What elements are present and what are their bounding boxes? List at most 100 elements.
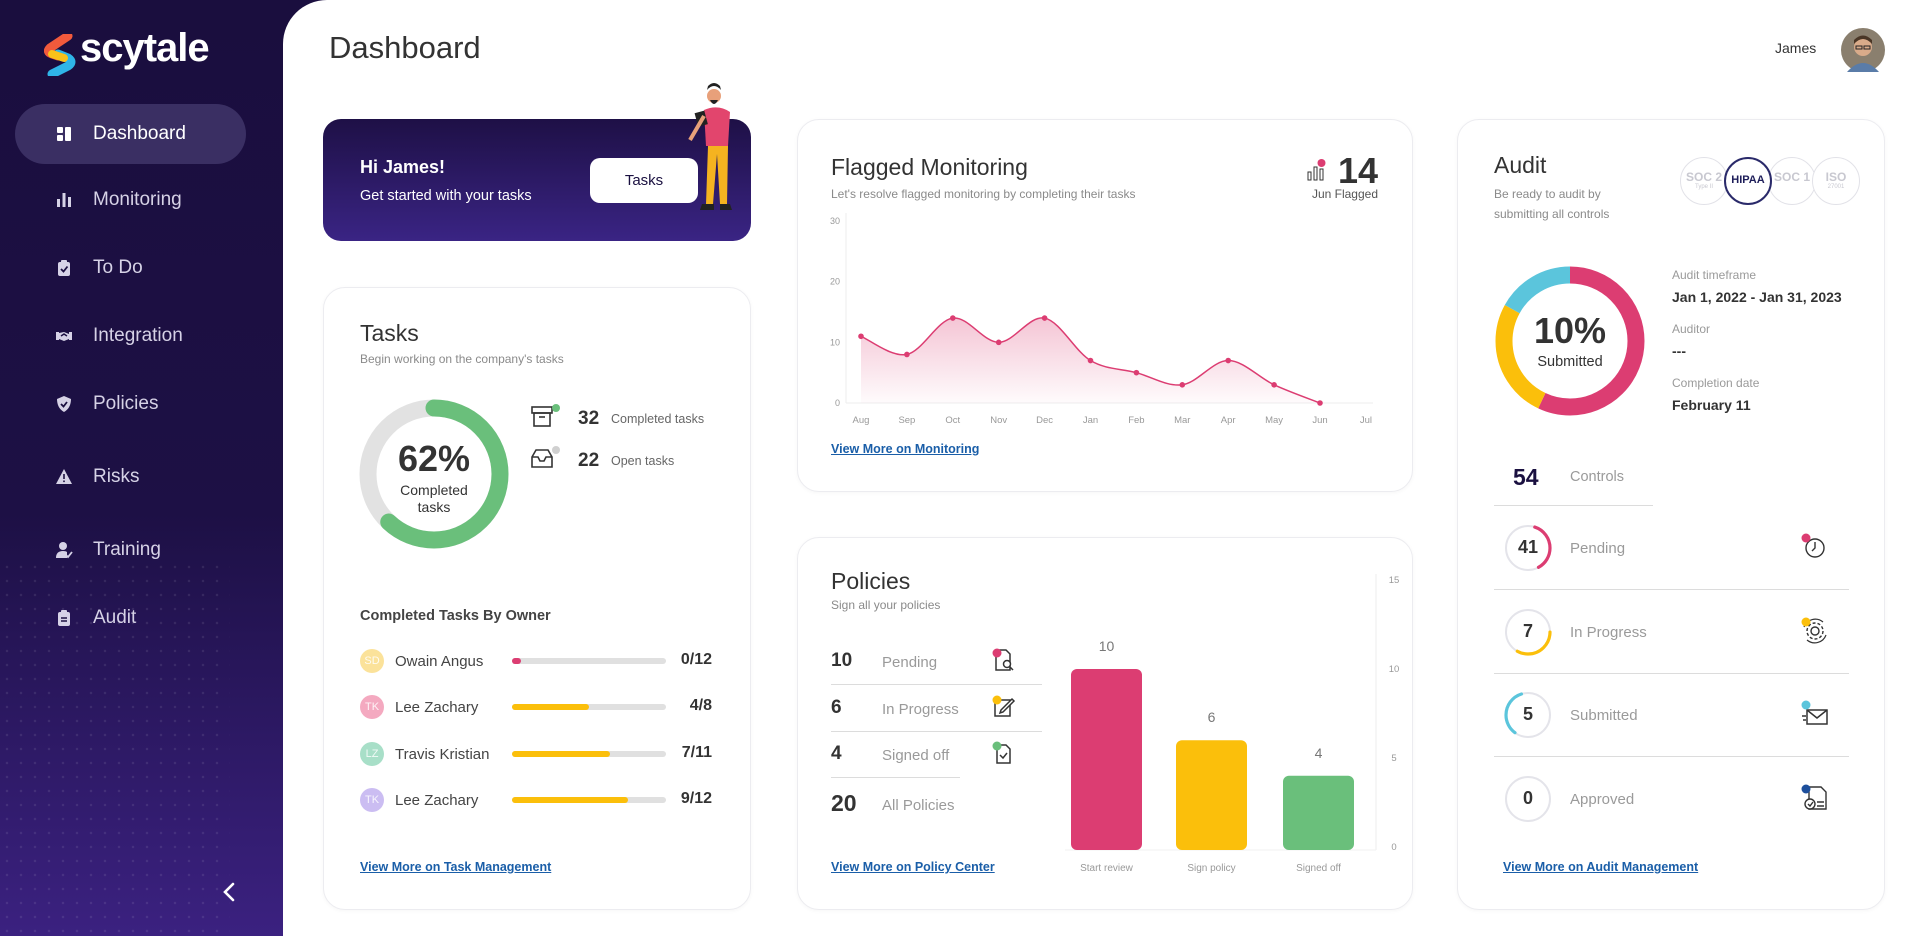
sidebar-item-audit[interactable]: Audit [15, 588, 246, 648]
task-stat-value: 32 [578, 408, 600, 429]
control-status-ring [1504, 524, 1552, 572]
bar-signed-off[interactable] [1283, 775, 1354, 850]
avatar[interactable] [1841, 28, 1885, 72]
data-point[interactable] [950, 315, 956, 321]
data-point[interactable] [1271, 382, 1277, 388]
divider [1494, 756, 1849, 758]
badge-label: SOC 2 [1685, 170, 1722, 184]
divider [831, 730, 1042, 732]
x-tick-label: Dec [1036, 415, 1053, 426]
x-tick-label: Start review [1080, 863, 1134, 874]
x-tick-label: Signed off [1296, 863, 1341, 874]
owner-name: Travis Kristian [395, 745, 490, 763]
y-tick-label: 0 [1391, 842, 1396, 853]
x-tick-label: Aug [853, 415, 870, 426]
audit-card [1457, 119, 1885, 910]
clipboard-check-icon [58, 260, 70, 276]
brand-name: scytale [80, 26, 210, 70]
bar-start-review[interactable] [1071, 669, 1142, 850]
badge-label: ISO [1825, 170, 1847, 184]
control-status-ring [1504, 691, 1552, 739]
control-count: 41 [1517, 537, 1539, 557]
sidebar-item-integration[interactable]: Integration [15, 306, 246, 366]
bar-sign-policy[interactable] [1176, 740, 1247, 850]
sidebar-item-policies[interactable]: Policies [15, 374, 246, 434]
bar-value-label: 6 [1208, 709, 1216, 725]
audit-center-label: Submitted [1537, 354, 1603, 370]
greeting: Hi James! [360, 157, 446, 177]
y-tick-label: 5 [1391, 753, 1396, 764]
tasks-title: Tasks [360, 320, 419, 346]
user-name[interactable]: James [1775, 40, 1817, 56]
policy-center-link[interactable]: View More on Policy Center [831, 860, 995, 874]
monitoring-link[interactable]: View More on Monitoring [831, 442, 980, 456]
control-count: 0 [1522, 788, 1533, 809]
audit-management-link[interactable]: View More on Audit Management [1503, 860, 1699, 874]
control-count: 7 [1522, 620, 1533, 641]
shield-check-icon [57, 396, 71, 412]
data-point[interactable] [858, 333, 864, 340]
owner-name: Owain Angus [395, 653, 484, 670]
y-tick-label: 0 [835, 398, 840, 408]
x-tick-label: Oct [945, 415, 960, 426]
scytale-logo-icon [44, 34, 76, 76]
audit-info-label: Completion date [1672, 376, 1760, 390]
policy-count: 4 [831, 743, 842, 764]
clock-alert-icon [1801, 533, 1825, 558]
x-tick-label: Apr [1221, 415, 1236, 426]
chevron-left-icon[interactable] [220, 882, 238, 902]
owner-value: 7/11 [681, 743, 712, 761]
owner-progress-bar [512, 658, 666, 664]
data-point[interactable] [1317, 400, 1323, 406]
dot-pattern [0, 560, 230, 936]
data-point[interactable] [1225, 357, 1231, 364]
tasks-donut-chart [359, 399, 509, 549]
gear-sync-icon [1801, 617, 1827, 644]
x-tick-label: Nov [990, 415, 1007, 426]
data-point[interactable] [995, 339, 1002, 346]
audit-info-label: Audit timeframe [1672, 268, 1757, 282]
data-point[interactable] [1133, 369, 1140, 376]
task-stat-label: Completed tasks [611, 412, 705, 426]
control-status-arc [1504, 608, 1552, 656]
tasks-button[interactable]: Tasks [590, 158, 698, 203]
y-tick-label: 15 [1389, 575, 1400, 586]
x-tick-label: Sep [898, 415, 915, 426]
sidebar-item-label: Policies [93, 393, 159, 414]
certification-badge: HIPAA [1724, 157, 1772, 205]
owner-value: 4/8 [689, 697, 712, 715]
data-point[interactable] [904, 351, 910, 358]
x-tick-label: Jan [1083, 415, 1098, 426]
warning-icon [56, 469, 72, 484]
badge-sublabel: 27001 [1827, 184, 1845, 190]
owner-avatar: TK [360, 787, 384, 812]
owner-row: TK Lee Zachary 9/12 [360, 786, 720, 814]
page-title: Dashboard [329, 30, 481, 65]
tasks-card [323, 287, 751, 910]
sidebar-item-to-do[interactable]: To Do [15, 238, 246, 298]
user-check-icon [56, 542, 73, 559]
control-status-label: In Progress [1570, 623, 1647, 641]
owner-progress-fill [512, 704, 589, 711]
sidebar-item-monitoring[interactable]: Monitoring [15, 170, 246, 230]
bar-chart-icon [57, 193, 71, 207]
sidebar-item-training[interactable]: Training [15, 520, 246, 580]
archive-box-icon [531, 404, 560, 427]
x-tick-label: Sign policy [1187, 863, 1235, 874]
task-management-link[interactable]: View More on Task Management [360, 860, 552, 874]
owner-avatar: LZ [360, 741, 384, 766]
policies-title: Policies [831, 568, 911, 594]
sidebar-item-risks[interactable]: Risks [15, 447, 246, 507]
dashboard-icon [57, 127, 71, 141]
sidebar-item-dashboard[interactable]: Dashboard [15, 104, 246, 164]
sidebar-item-label: Training [93, 539, 161, 560]
flagged-monitoring-card [797, 119, 1413, 492]
data-point[interactable] [1087, 357, 1094, 364]
policy-status-label: In Progress [882, 700, 959, 718]
badge-label: HIPAA [1731, 174, 1765, 186]
sidebar-item-label: Integration [93, 325, 183, 346]
data-point[interactable] [1179, 382, 1186, 388]
data-point[interactable] [1041, 315, 1048, 321]
badge-label: SOC 1 [1773, 170, 1810, 184]
document-search-icon [992, 648, 1014, 671]
